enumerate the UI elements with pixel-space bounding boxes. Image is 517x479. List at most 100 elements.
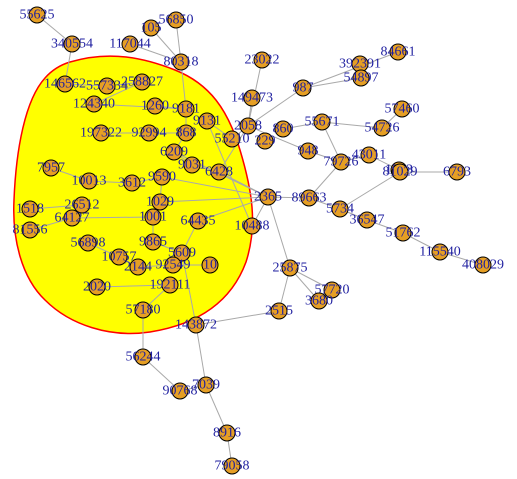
- node-circle: [144, 208, 162, 226]
- node-label: 3612: [118, 176, 146, 191]
- graph-node: 5734: [326, 200, 354, 218]
- node-label: 43011: [352, 148, 386, 163]
- graph-node: 948: [298, 142, 319, 160]
- graph-node: 1029: [146, 193, 174, 211]
- graph-node: 2144: [124, 258, 152, 276]
- graph-node: 8916: [213, 424, 241, 442]
- node-label: 146562: [44, 77, 86, 92]
- graph-node: 860: [273, 120, 294, 138]
- graph-node: 557334: [86, 77, 128, 95]
- graph-node: 79726: [324, 153, 359, 171]
- node-label: 6428: [205, 165, 233, 180]
- node-label: 89663: [292, 191, 327, 206]
- node-label: 860: [273, 122, 294, 137]
- graph-node: 54726: [365, 119, 400, 137]
- graph-node: 408029: [462, 256, 504, 274]
- node-circle: [352, 69, 370, 87]
- node-label: 340554: [51, 37, 93, 52]
- graph-node: 90768: [163, 382, 198, 400]
- graph-node: 92994: [132, 124, 167, 142]
- graph-node: 197322: [80, 124, 122, 142]
- node-label: 26512: [65, 198, 100, 213]
- graph-node: 64435: [181, 212, 216, 230]
- node-label: 408029: [462, 258, 504, 273]
- node-circle: [146, 97, 164, 115]
- graph-node: 105: [141, 19, 162, 37]
- node-circle: [98, 77, 116, 95]
- node-circle: [164, 256, 182, 274]
- node-label: 3680: [305, 294, 333, 309]
- node-circle: [42, 159, 60, 177]
- node-label: 1518: [16, 202, 44, 217]
- edge: [339, 171, 401, 210]
- node-label: 56244: [126, 350, 161, 365]
- node-circle: [358, 211, 376, 229]
- graph-node: 1001: [139, 208, 167, 226]
- node-circle: [210, 163, 228, 181]
- graph-node: 9031: [178, 156, 206, 174]
- node-label: 81556: [13, 223, 48, 238]
- graph-node: 43011: [352, 146, 386, 164]
- node-circle: [189, 212, 207, 230]
- node-label: 2020: [83, 280, 111, 295]
- node-label: 197322: [80, 126, 122, 141]
- node-label: 9590: [148, 170, 176, 185]
- node-circle: [239, 117, 257, 135]
- graph-node: 124340: [73, 95, 115, 113]
- graph-node: 258827: [121, 73, 163, 91]
- node-label: 90768: [163, 384, 198, 399]
- node-circle: [144, 233, 162, 251]
- node-circle: [80, 172, 98, 190]
- node-label: 948: [298, 144, 319, 159]
- node-circle: [448, 163, 466, 181]
- edge: [267, 196, 291, 269]
- graph-node: 80318: [164, 53, 199, 71]
- graph-node: 54897: [344, 69, 379, 87]
- node-circle: [161, 276, 179, 294]
- graph-node: 36547: [350, 211, 385, 229]
- node-label: 92549: [156, 258, 191, 273]
- graph-node: 146562: [44, 75, 86, 93]
- node-circle: [201, 256, 219, 274]
- node-label: 25875: [273, 261, 308, 276]
- node-label: 36547: [350, 213, 385, 228]
- node-circle: [332, 153, 350, 171]
- edge: [302, 51, 399, 89]
- node-circle: [259, 188, 277, 206]
- graph-node: 2515: [265, 302, 293, 320]
- graph-node: 26512: [65, 196, 100, 214]
- node-circle: [167, 11, 185, 29]
- node-circle: [110, 248, 128, 266]
- graph-node: 79058: [215, 457, 250, 475]
- node-circle: [121, 35, 139, 53]
- node-label: 54726: [365, 121, 400, 136]
- graph-node: 57460: [385, 100, 420, 118]
- node-circle: [187, 316, 205, 334]
- node-circle: [134, 348, 152, 366]
- graph-node: 7039: [192, 376, 220, 394]
- graph-node: 2020: [83, 278, 111, 296]
- graph-node: 9865: [139, 233, 167, 251]
- node-label: 8916: [213, 426, 241, 441]
- node-circle: [129, 258, 147, 276]
- node-circle: [243, 89, 261, 107]
- graph-node: 10488: [235, 217, 270, 235]
- node-circle: [294, 79, 312, 97]
- node-label: 79058: [215, 459, 250, 474]
- node-circle: [310, 292, 328, 310]
- node-label: 9865: [139, 235, 167, 250]
- edge: [29, 204, 83, 210]
- edge: [159, 196, 269, 203]
- node-circle: [243, 217, 261, 235]
- node-label: 54897: [344, 71, 379, 86]
- node-label: 7957: [37, 161, 65, 176]
- node-label: 23022: [245, 53, 280, 68]
- node-circle: [140, 124, 158, 142]
- node-label: 64435: [181, 214, 216, 229]
- edge: [247, 87, 304, 127]
- node-circle: [177, 100, 195, 118]
- graph-node: 10: [201, 256, 219, 274]
- node-circle: [28, 6, 46, 24]
- graph-node: 23022: [245, 51, 280, 69]
- node-label: 7039: [192, 378, 220, 393]
